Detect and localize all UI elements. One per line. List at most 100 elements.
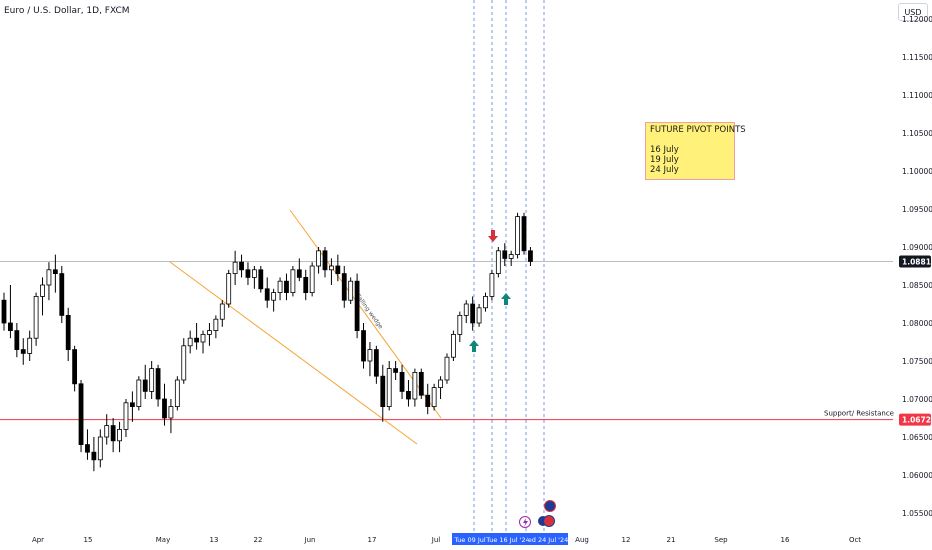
candle: [277, 277, 283, 301]
candle: [393, 361, 399, 380]
candle: [104, 414, 110, 445]
candle: [406, 380, 411, 407]
candle-body: [303, 276, 309, 293]
time-tick-label: 21: [667, 536, 676, 544]
economic-event-icon[interactable]: [543, 515, 555, 527]
price-axis[interactable]: 1.05500 1.06000 1.06500 1.07000 1.07500 1.080…: [899, 15, 932, 518]
price-tick-label: 1.11000: [902, 91, 932, 100]
candle: [367, 342, 373, 377]
vertical-marker-lines: [473, 0, 545, 532]
candle-body: [239, 261, 244, 271]
time-tick-label: 13: [210, 536, 219, 544]
price-tick-label: 1.07000: [902, 395, 932, 404]
candle: [213, 315, 219, 339]
time-tick-label: 12: [622, 536, 631, 544]
price-tick-label: 1.11500: [902, 53, 932, 62]
candle-body: [20, 349, 26, 354]
economic-event-icon[interactable]: [544, 500, 556, 512]
candle: [181, 338, 187, 384]
candle: [136, 376, 142, 411]
candle-body: [187, 337, 193, 347]
candle-body: [284, 280, 289, 294]
candle: [521, 212, 527, 255]
event-icons[interactable]: [519, 500, 556, 528]
candle: [117, 421, 122, 453]
candle: [33, 292, 39, 346]
pivot-note-line: 19 July: [650, 155, 679, 165]
candle-body: [232, 261, 238, 275]
candle-body: [168, 406, 174, 419]
time-tag-bg: [452, 533, 488, 545]
candle-body: [78, 383, 84, 445]
price-tick-label: 1.06500: [902, 433, 932, 442]
candle: [149, 361, 155, 399]
candle: [97, 429, 103, 468]
candle-body: [463, 303, 469, 316]
currency-button[interactable]: USD: [898, 3, 928, 21]
candle: [162, 383, 167, 426]
candle-body: [200, 333, 206, 343]
candle: [110, 418, 116, 453]
support-label: Support/ Resistance: [824, 410, 894, 418]
candle: [329, 258, 334, 285]
candle-body: [213, 318, 219, 332]
candle-body: [515, 216, 520, 256]
candle: [8, 285, 13, 339]
candle: [264, 277, 270, 308]
candle: [174, 376, 180, 411]
candle-body: [91, 451, 97, 461]
candle-body: [46, 269, 52, 286]
candles: [1, 212, 533, 472]
candle: [457, 311, 463, 342]
candle-body: [406, 390, 411, 400]
candle: [341, 266, 347, 308]
candle-body: [495, 250, 501, 275]
candle: [361, 323, 366, 369]
candle-body: [226, 273, 232, 305]
candle-body: [438, 379, 443, 388]
candle-body: [65, 314, 71, 350]
candle: [245, 262, 251, 285]
candle: [489, 269, 495, 301]
candle: [284, 273, 289, 301]
pivot-note[interactable]: FUTURE PIVOT POINTS 16 July 19 July 24 J…: [645, 122, 746, 180]
time-tag-bg: [528, 533, 568, 545]
candle-body: [59, 273, 65, 316]
candle: [271, 288, 277, 312]
candle-body: [277, 280, 283, 294]
candle-body: [181, 345, 187, 381]
candle: [322, 247, 328, 278]
time-tag-label: ed 24 Jul '24: [528, 536, 569, 544]
candle: [232, 250, 238, 285]
candle: [290, 266, 296, 297]
falling-wedge: Falling wedge: [169, 209, 442, 445]
price-tick-label: 1.08500: [902, 281, 932, 290]
pivot-arrow-up-icon: [501, 293, 511, 305]
price-tick-label: 1.12000: [902, 15, 932, 24]
candle-body: [425, 394, 431, 408]
candle-body: [322, 250, 328, 271]
time-tick-label: 22: [254, 536, 263, 544]
candle: [200, 330, 206, 354]
candle: [46, 262, 52, 301]
candle: [528, 247, 533, 266]
candle-body: [309, 265, 315, 294]
time-axis[interactable]: Apr 15 May 13 22 Jun 17 Jul Aug 12 21 Sep 16 Oct Tue 0…: [32, 533, 861, 545]
price-tick-label: 1.07500: [902, 357, 932, 366]
candle-body: [354, 280, 360, 332]
wedge-upper-line: [289, 209, 442, 419]
candle-body: [123, 402, 129, 430]
pivot-note-line: 24 July: [650, 165, 679, 175]
price-tick-label: 1.09500: [902, 205, 932, 214]
candle-body: [341, 273, 347, 301]
time-tick-label: Aug: [575, 536, 589, 544]
candle-body: [142, 379, 148, 392]
candle: [1, 292, 7, 331]
candle: [476, 304, 482, 327]
candle-body: [335, 265, 341, 274]
candle-body: [207, 330, 212, 335]
candle: [508, 250, 514, 266]
candle: [91, 437, 97, 472]
candle: [463, 300, 469, 323]
